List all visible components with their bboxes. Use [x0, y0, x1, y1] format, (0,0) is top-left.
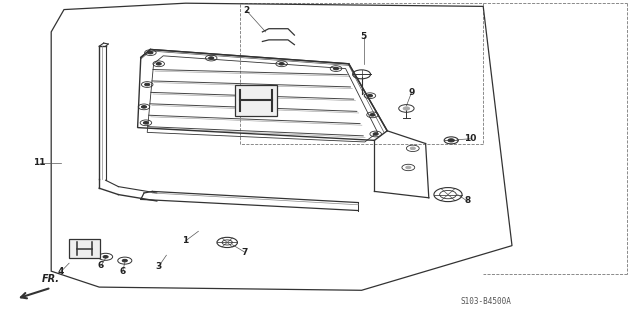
- Text: FR.: FR.: [42, 274, 60, 284]
- Text: 9: 9: [408, 88, 415, 97]
- Text: 5: 5: [360, 32, 367, 41]
- Bar: [236, 85, 277, 116]
- Circle shape: [156, 63, 161, 65]
- Text: 3: 3: [156, 262, 162, 271]
- Text: 6: 6: [120, 267, 126, 276]
- Circle shape: [406, 166, 411, 169]
- Text: S103-B4500A: S103-B4500A: [461, 297, 512, 306]
- Text: 8: 8: [464, 197, 470, 205]
- Circle shape: [367, 94, 372, 97]
- Text: 11: 11: [33, 158, 46, 167]
- Circle shape: [279, 63, 284, 65]
- Text: 2: 2: [243, 6, 250, 15]
- Text: 7: 7: [241, 248, 248, 256]
- Circle shape: [209, 57, 214, 59]
- Circle shape: [410, 147, 415, 150]
- Circle shape: [403, 107, 410, 110]
- Circle shape: [333, 67, 339, 70]
- Circle shape: [448, 139, 454, 142]
- Circle shape: [148, 51, 153, 54]
- Text: 6: 6: [98, 261, 104, 270]
- Circle shape: [122, 259, 127, 262]
- Text: 10: 10: [464, 134, 477, 143]
- Circle shape: [373, 133, 378, 135]
- Text: 1: 1: [182, 236, 189, 245]
- Bar: [69, 239, 100, 258]
- Circle shape: [145, 83, 150, 86]
- Circle shape: [141, 106, 147, 108]
- Circle shape: [370, 114, 375, 116]
- Circle shape: [143, 122, 148, 124]
- Text: 4: 4: [58, 267, 64, 276]
- Circle shape: [103, 256, 108, 258]
